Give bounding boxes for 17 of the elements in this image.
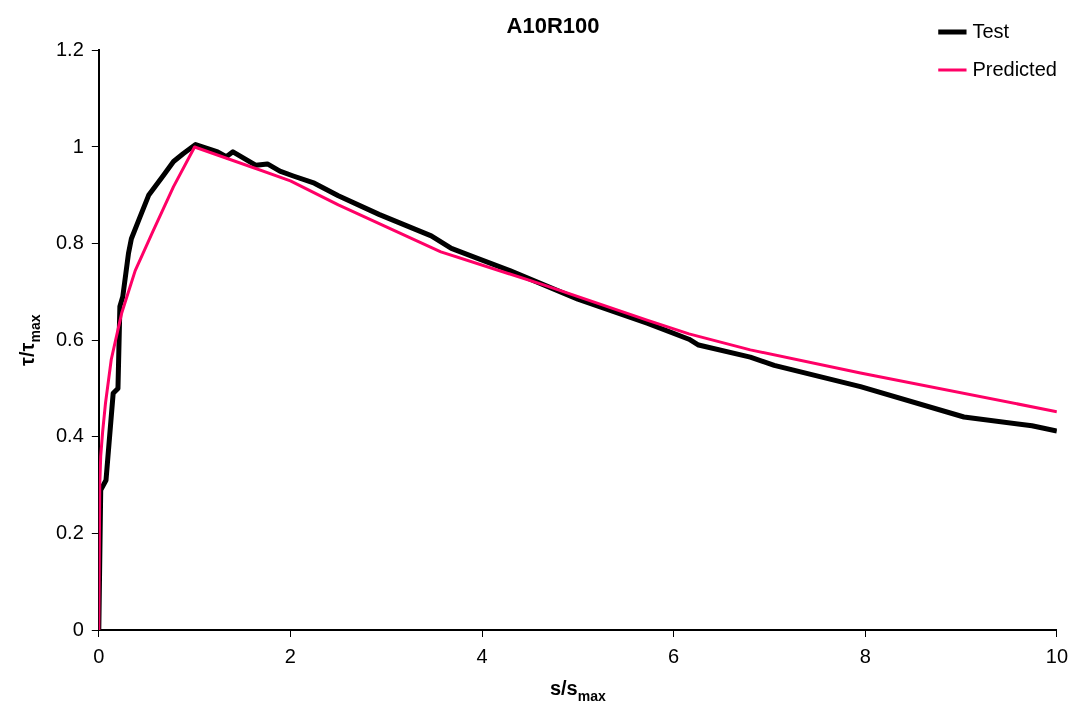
x-tick-label: 8 — [859, 644, 871, 667]
legend-label: Test — [972, 19, 1010, 42]
x-tick-label: 6 — [668, 644, 680, 667]
y-tick-label: 0.4 — [55, 424, 84, 447]
x-tick-label: 4 — [476, 644, 488, 667]
chart-title: A10R100 — [506, 13, 600, 39]
y-tick-label: 1.2 — [55, 37, 84, 60]
y-tick-label: 1 — [72, 134, 84, 157]
legend-label: Predicted — [972, 57, 1057, 80]
y-tick-label: 0.2 — [55, 520, 84, 543]
y-tick-label: 0 — [72, 617, 84, 640]
x-tick-label: 0 — [93, 644, 105, 667]
y-tick-label: 0.8 — [55, 231, 84, 254]
y-tick-label: 0.6 — [55, 327, 84, 350]
x-tick-label: 2 — [284, 644, 296, 667]
y-axis-title: τ/τmax — [16, 314, 43, 366]
x-tick-label: 10 — [1045, 644, 1068, 667]
